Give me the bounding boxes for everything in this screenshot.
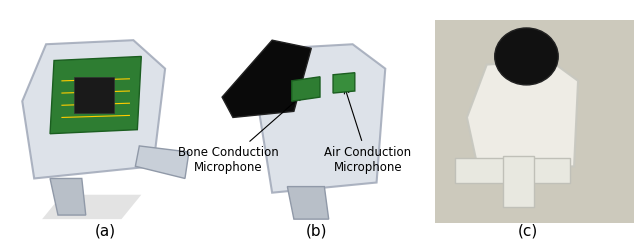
Text: Bone Conduction
Microphone: Bone Conduction Microphone: [178, 96, 301, 174]
Text: (b): (b): [306, 223, 328, 238]
Polygon shape: [22, 40, 165, 179]
Ellipse shape: [495, 28, 558, 85]
Polygon shape: [50, 57, 141, 134]
Bar: [74, 77, 113, 113]
Polygon shape: [50, 179, 86, 215]
Bar: [502, 156, 534, 207]
Polygon shape: [467, 61, 578, 172]
Polygon shape: [292, 77, 320, 101]
Polygon shape: [222, 40, 311, 118]
Text: Air Conduction
Microphone: Air Conduction Microphone: [324, 89, 412, 174]
Polygon shape: [287, 186, 329, 219]
Text: (a): (a): [95, 223, 116, 238]
Polygon shape: [136, 146, 189, 179]
Bar: [455, 158, 570, 183]
Polygon shape: [42, 195, 141, 219]
Polygon shape: [333, 73, 355, 93]
Text: (c): (c): [518, 223, 538, 238]
Polygon shape: [259, 44, 385, 193]
